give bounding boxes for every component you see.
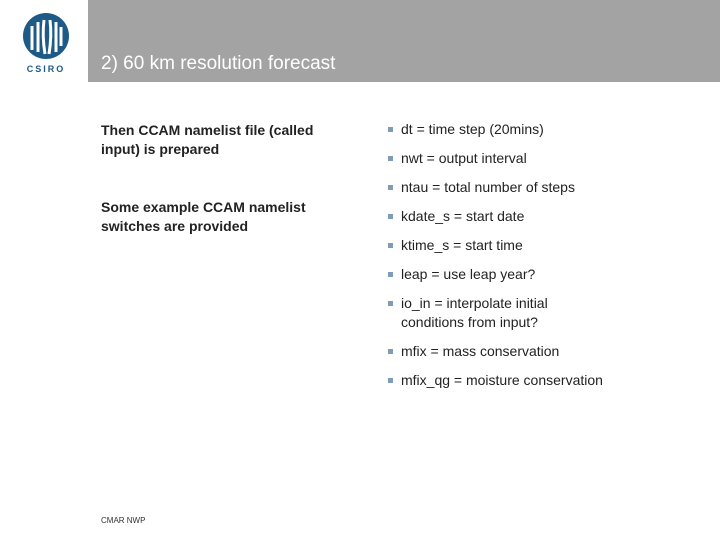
bullet-item: leap = use leap year? xyxy=(388,265,606,284)
bullet-list: dt = time step (20mins) nwt = output inte… xyxy=(388,120,688,400)
left-text: Then CCAM namelist file (called input) i… xyxy=(101,122,314,157)
header-band xyxy=(88,0,720,82)
bullet-item: nwt = output interval xyxy=(388,149,606,168)
bullet-item: mfix_qg = moisture conservation xyxy=(388,371,606,390)
slide-title: 2) 60 km resolution forecast xyxy=(101,53,336,74)
logo: CSIRO xyxy=(23,13,69,74)
footer: CMAR NWP xyxy=(101,516,146,525)
left-text: Some example CCAM namelist switches are … xyxy=(101,199,306,234)
bullet-item: dt = time step (20mins) xyxy=(388,120,606,139)
bullet-item: kdate_s = start date xyxy=(388,207,606,226)
bullet-item: mfix = mass conservation xyxy=(388,342,606,361)
bullet-item: ntau = total number of steps xyxy=(388,178,606,197)
logo-text: CSIRO xyxy=(27,64,66,74)
bullet-item: io_in = interpolate initial conditions f… xyxy=(388,294,606,332)
bullet-item: ktime_s = start time xyxy=(388,236,606,255)
